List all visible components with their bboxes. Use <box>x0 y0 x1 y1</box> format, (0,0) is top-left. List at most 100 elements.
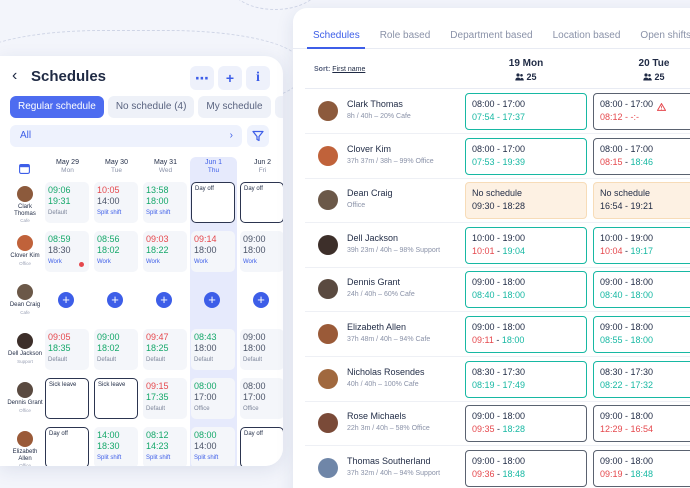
avatar <box>17 431 33 447</box>
shift-card[interactable]: 09:00 - 18:00 08:40 - 18:00 <box>593 271 690 309</box>
leave-cell[interactable]: Sick leave <box>94 378 138 419</box>
actual-clock-time: 16:54 - 19:21 <box>600 201 654 212</box>
shift-cell[interactable]: 09:47 18:25 Default <box>143 329 187 370</box>
shift-end-time: 18:02 <box>97 343 120 353</box>
mobile-tab[interactable]: Regular schedule <box>10 96 104 118</box>
shift-cell[interactable]: 09:15 17:35 Default <box>143 378 187 419</box>
shift-cell[interactable]: 08:43 18:00 Default <box>191 329 235 370</box>
shift-type-label: Default <box>97 357 117 363</box>
shift-card[interactable]: 10:00 - 19:00 10:01 - 19:04 <box>465 226 587 264</box>
shift-end-time: 18:25 <box>146 343 169 353</box>
shift-card[interactable]: 08:00 - 17:00 08:12 - -:- <box>593 93 690 130</box>
employee-label[interactable]: Elizabeth Allen Office <box>7 431 43 466</box>
employee-label[interactable]: Clover Kim Office <box>7 235 43 266</box>
separator: - <box>493 335 502 345</box>
employee-label[interactable]: Dell Jackson Support <box>7 333 43 364</box>
desktop-tab[interactable]: Location based <box>552 30 621 41</box>
day-date: May 31 <box>154 159 177 166</box>
employee-name[interactable]: Dennis Grant <box>347 277 401 288</box>
more-options-icon[interactable]: ⋯ <box>190 66 214 90</box>
add-shift-button[interactable]: + <box>204 292 220 308</box>
employee-row: Dell Jackson 39h 23m / 40h – 98% Support 1… <box>305 223 690 268</box>
employee-name[interactable]: Dean Craig <box>347 188 393 199</box>
leave-cell[interactable]: Sick leave <box>45 378 89 419</box>
shift-card[interactable]: 08:30 - 17:30 08:22 - 17:32 <box>593 360 690 398</box>
filter-funnel-icon[interactable] <box>247 125 269 147</box>
employee-name[interactable]: Clover Kim <box>347 143 392 154</box>
shift-cell[interactable]: 09:00 18:02 Default <box>94 329 138 370</box>
employee-label[interactable]: Clark Thomas Cafe <box>7 186 43 223</box>
shift-cell[interactable]: 08:12 14:23 Split shift <box>143 427 187 466</box>
employee-name[interactable]: Rose Michaels <box>347 411 407 422</box>
mobile-tab[interactable]: No schedule (4) <box>107 96 195 118</box>
shift-card[interactable]: 09:00 - 18:00 12:29 - 16:54 <box>593 405 690 443</box>
shift-cell[interactable]: 08:00 17:00 Office <box>191 378 235 419</box>
employee-name[interactable]: Thomas Southerland <box>347 455 431 466</box>
shift-cell[interactable]: 09:05 18:35 Default <box>45 329 89 370</box>
employee-row: Rose Michaels 22h 3m / 40h – 58% Office 09… <box>305 401 690 447</box>
shift-card[interactable]: 09:00 - 18:00 09:35 - 18:28 <box>465 405 587 443</box>
info-icon[interactable]: i <box>246 66 270 90</box>
actual-clock-time: 09:19 - 18:48 <box>600 469 690 480</box>
shift-cell[interactable]: 09:06 19:31 Default <box>45 182 89 223</box>
shift-card[interactable]: 09:00 - 18:00 09:11 - 18:00 <box>465 316 587 353</box>
shift-card[interactable]: 09:00 - 18:00 09:36 - 18:48 <box>465 449 587 487</box>
shift-cell[interactable]: 09:00 18:00 Work <box>240 231 283 272</box>
add-icon[interactable]: + <box>218 66 242 90</box>
actual-clock-time: 09:35 - 18:28 <box>472 424 586 435</box>
shift-cell[interactable]: 13:58 18:00 Split shift <box>143 182 187 223</box>
count-value: 25 <box>654 72 665 82</box>
shift-card[interactable]: 09:00 - 18:00 08:55 - 18:00 <box>593 316 690 353</box>
employee-row: Dean Craig Office No schedule 09:30 - 18:28… <box>305 178 690 224</box>
shift-cell[interactable]: 09:03 18:22 Work <box>143 231 187 272</box>
leave-cell[interactable]: Day off <box>240 182 283 223</box>
desktop-tab[interactable]: Schedules <box>313 30 360 41</box>
shift-cell[interactable]: 08:59 18:30 Work <box>45 231 89 272</box>
leave-cell[interactable]: Day off <box>45 427 89 466</box>
shift-cell[interactable]: 09:00 18:00 Default <box>240 329 283 370</box>
add-shift-button[interactable]: + <box>58 292 74 308</box>
employee-label[interactable]: Dennis Grant Office <box>7 382 43 413</box>
mobile-tab[interactable]: Op <box>274 96 283 118</box>
day-date: May 29 <box>56 159 79 166</box>
leave-cell[interactable]: Day off <box>240 427 283 466</box>
shift-cell[interactable]: 08:00 17:00 Office <box>240 378 283 419</box>
calendar-icon[interactable] <box>19 161 30 179</box>
shift-cell[interactable]: 08:56 18:02 Work <box>94 231 138 272</box>
shift-card[interactable]: No schedule 09:30 - 18:28 <box>465 182 587 220</box>
shift-type-label: Work <box>97 259 111 265</box>
shift-end-time: 18:00 <box>194 343 217 353</box>
shift-card[interactable]: 08:00 - 17:00 07:53 - 19:39 <box>465 137 587 175</box>
add-shift-button[interactable]: + <box>156 292 172 308</box>
mobile-tab[interactable]: My schedule <box>198 96 271 118</box>
sort-control[interactable]: Sort: First name <box>314 66 365 73</box>
shift-cell[interactable]: 10:05 14:00 Split shift <box>94 182 138 223</box>
shift-card[interactable]: 08:00 - 17:00 07:54 - 17:37 <box>465 93 587 130</box>
employee-name[interactable]: Nicholas Rosendes <box>347 366 425 377</box>
actual-clock-time: 08:40 - 18:00 <box>472 290 526 301</box>
shift-card[interactable]: 08:00 - 17:00 08:15 - 18:46 <box>593 137 690 175</box>
desktop-tab[interactable]: Department based <box>450 30 533 41</box>
shift-card[interactable]: 09:00 - 18:00 09:19 - 18:48 <box>593 449 690 487</box>
planned-shift-time: 09:00 - 18:00 <box>472 277 526 288</box>
employee-filter-select[interactable]: All › <box>10 125 242 147</box>
shift-type-label: Default <box>146 357 166 363</box>
planned-shift-time: 08:30 - 17:30 <box>600 366 654 377</box>
shift-card[interactable]: 08:30 - 17:30 08:19 - 17:49 <box>465 360 587 398</box>
shift-cell[interactable]: 14:00 18:30 Split shift <box>94 427 138 466</box>
back-arrow-icon[interactable]: ‹ <box>12 67 18 84</box>
employee-label[interactable]: Dean Craig Cafe <box>7 284 43 315</box>
employee-name[interactable]: Dell Jackson <box>347 232 399 243</box>
shift-card[interactable]: 10:00 - 19:00 10:04 - 19:17 <box>593 226 690 264</box>
shift-cell[interactable]: 08:00 14:00 Split shift <box>191 427 235 466</box>
shift-card[interactable]: 09:00 - 18:00 08:40 - 18:00 <box>465 271 587 309</box>
add-shift-button[interactable]: + <box>253 292 269 308</box>
shift-card[interactable]: No schedule 16:54 - 19:21 <box>593 182 690 220</box>
desktop-tab[interactable]: Open shifts <box>640 30 690 41</box>
desktop-tab[interactable]: Role based <box>379 30 431 41</box>
add-shift-button[interactable]: + <box>107 292 123 308</box>
employee-name[interactable]: Elizabeth Allen <box>347 322 407 332</box>
employee-name[interactable]: Clark Thomas <box>347 99 403 109</box>
leave-cell[interactable]: Day off <box>191 182 235 223</box>
shift-cell[interactable]: 09:14 18:00 Work <box>191 231 235 272</box>
